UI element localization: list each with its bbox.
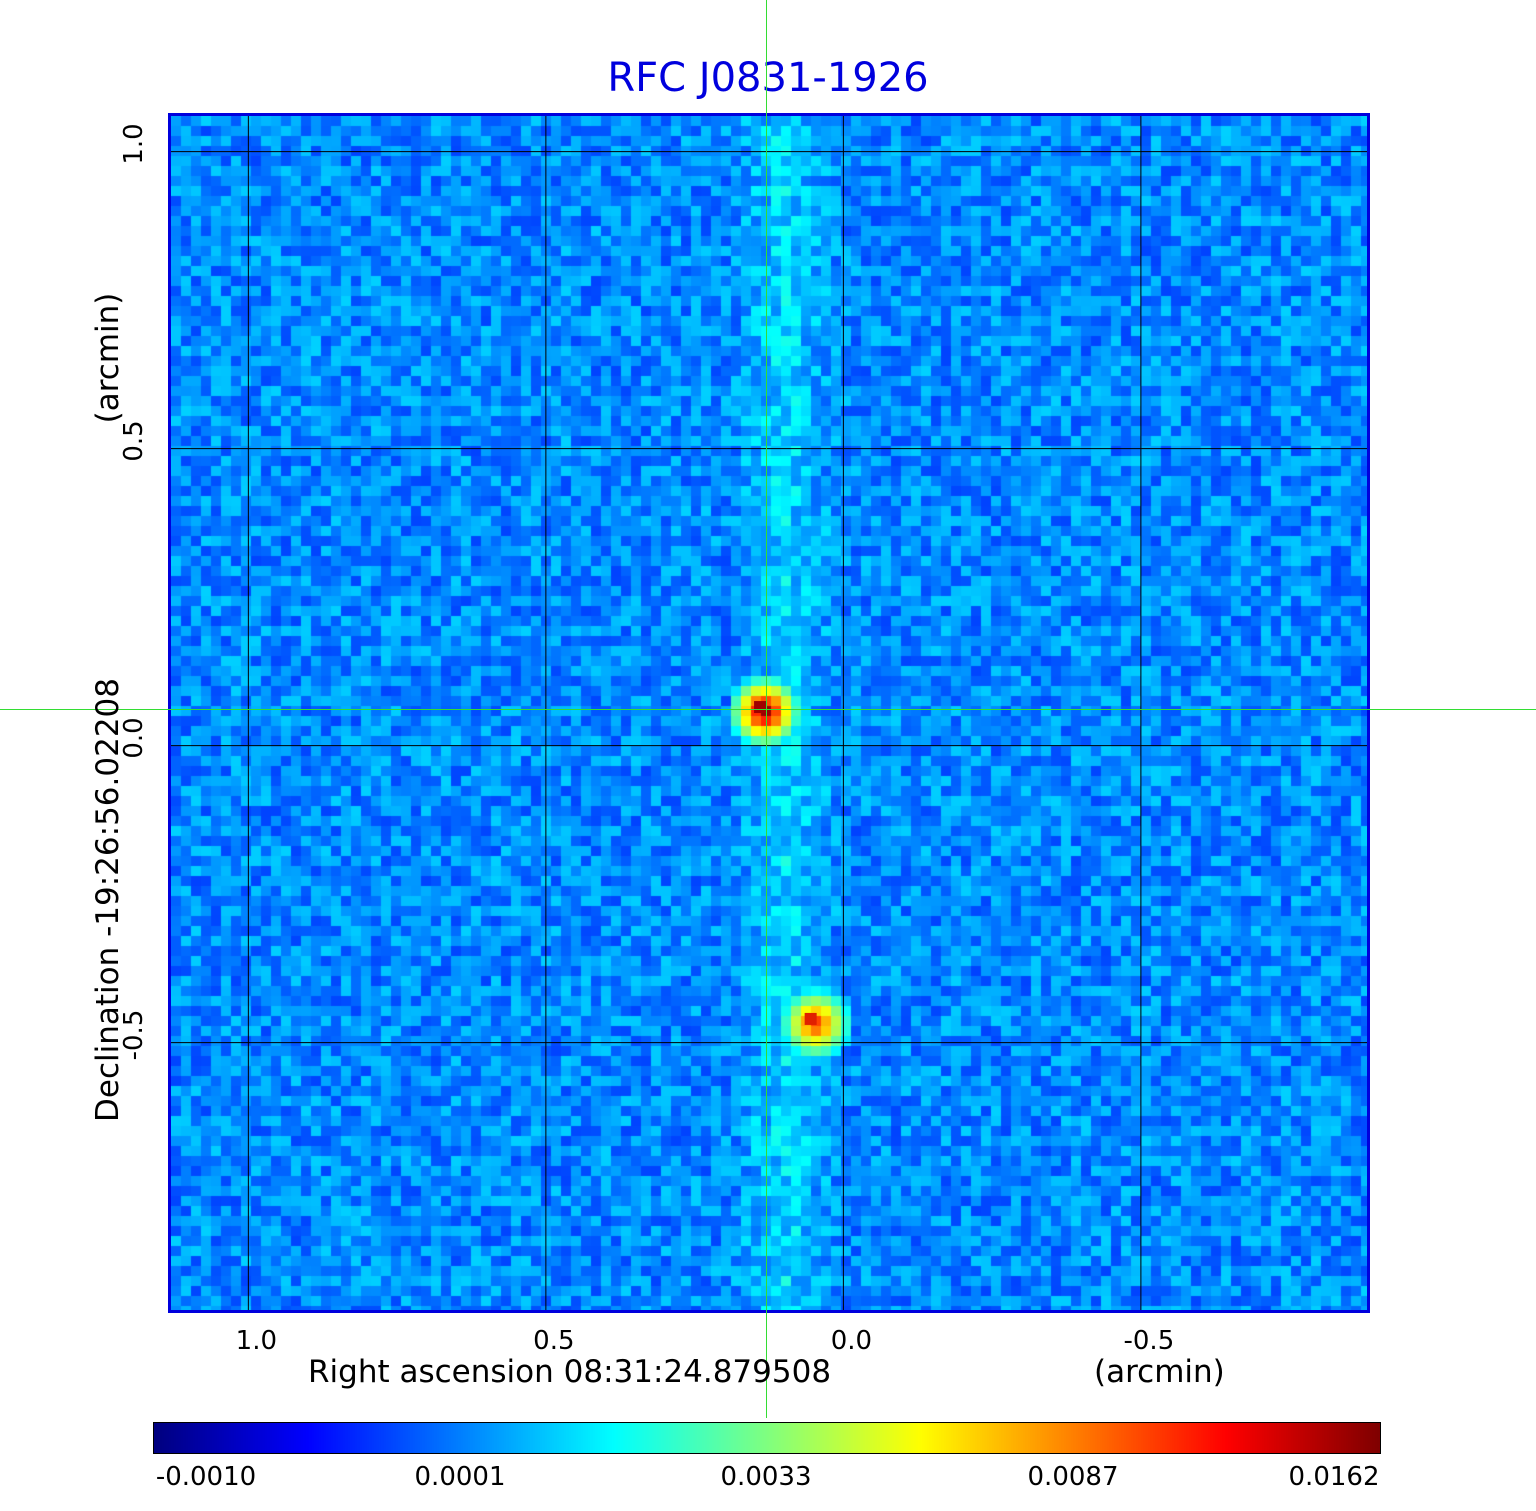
noise-heatmap bbox=[171, 116, 1367, 1310]
chart-title: RFC J0831-1926 bbox=[607, 55, 929, 101]
x-tick-label-3: -0.5 bbox=[1123, 1326, 1175, 1356]
image-plot-area[interactable] bbox=[168, 113, 1370, 1313]
source-peak-1 bbox=[804, 1012, 817, 1025]
y-axis-label: Declination -19:26:56.02208 bbox=[90, 678, 126, 1122]
y-tick-label-0: 1.0 bbox=[119, 122, 149, 165]
colorbar-tick-4: 0.0162 bbox=[1288, 1462, 1380, 1492]
colorbar-tick-2: 0.0033 bbox=[720, 1462, 812, 1492]
plot-overlay bbox=[171, 116, 1367, 1310]
y-tick-label-1: 0.5 bbox=[119, 419, 149, 462]
crosshair-horizontal bbox=[0, 709, 1536, 710]
y-axis-unit: (arcmin) bbox=[90, 292, 126, 424]
source-peak-0 bbox=[754, 701, 767, 714]
x-axis-unit: (arcmin) bbox=[1094, 1354, 1225, 1390]
colorbar-tick-3: 0.0087 bbox=[1027, 1462, 1119, 1492]
x-tick-label-1: 0.5 bbox=[533, 1326, 575, 1356]
colorbar bbox=[153, 1422, 1381, 1454]
x-tick-label-0: 1.0 bbox=[235, 1326, 278, 1356]
colorbar-tick-1: 0.0001 bbox=[414, 1462, 506, 1492]
x-tick-label-2: 0.0 bbox=[830, 1326, 873, 1356]
x-axis-label: Right ascension 08:31:24.879508 bbox=[308, 1354, 832, 1390]
colorbar-tick-0: -0.0010 bbox=[155, 1462, 257, 1492]
